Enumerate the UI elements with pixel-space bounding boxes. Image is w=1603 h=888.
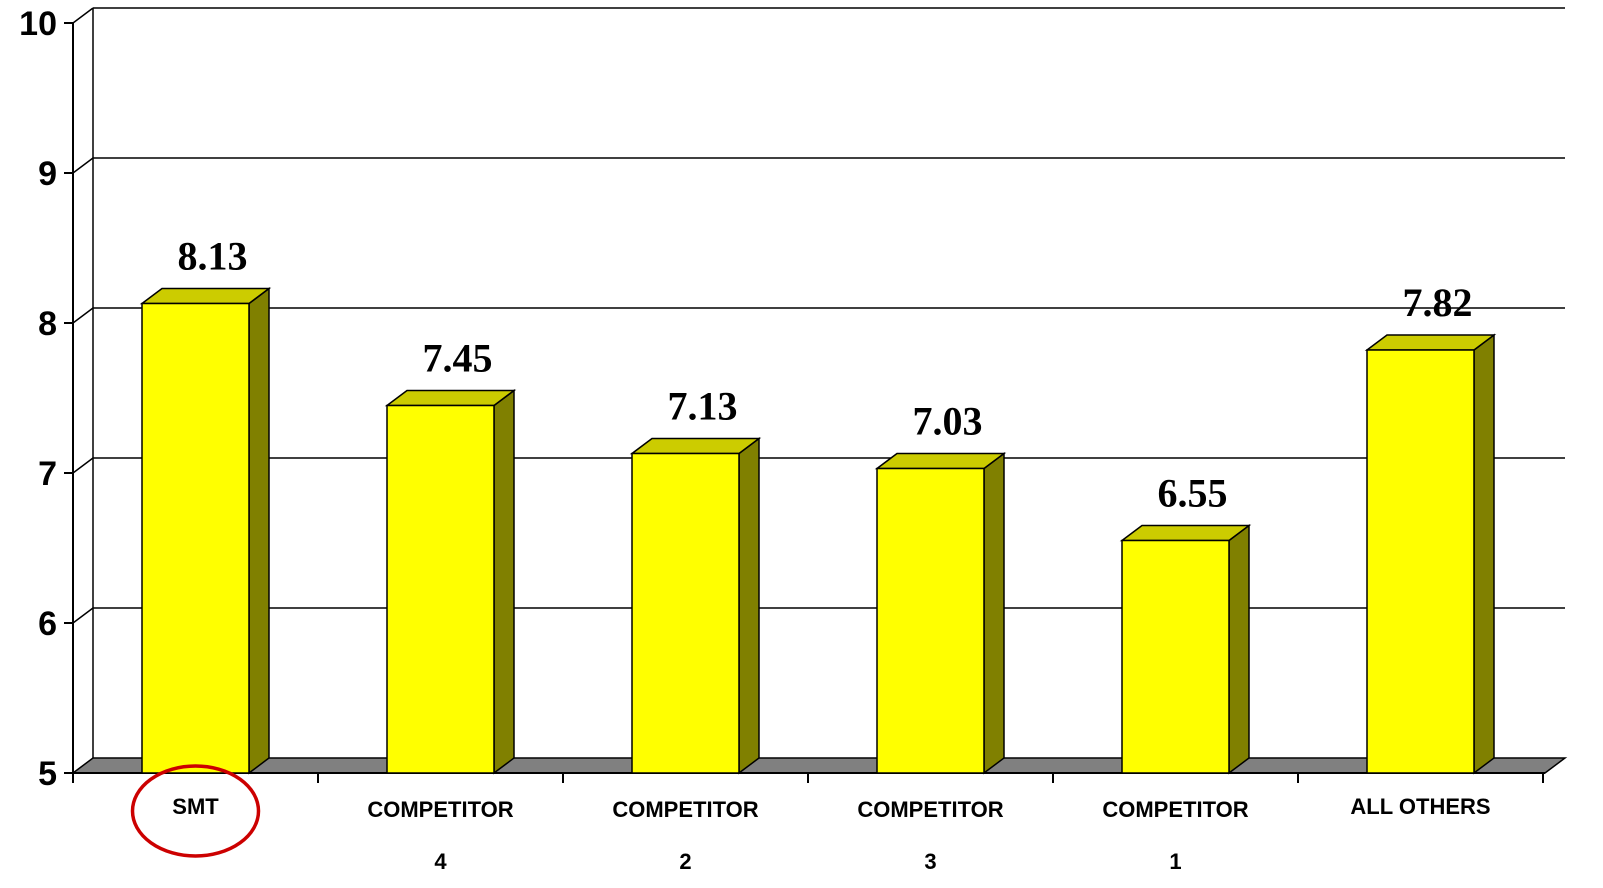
gridline-side [72, 7, 94, 24]
bar [386, 404, 495, 774]
bar-side [738, 437, 760, 775]
category-label: SMT [172, 794, 219, 819]
highlight-ring [130, 764, 261, 858]
bar-side [248, 287, 270, 775]
labels: 8.13 7.45 7.13 7.03 6.55 7.82 SMT COMPETITOR 4 CO… [130, 234, 1491, 874]
bar-top [1364, 334, 1497, 351]
bar-group [139, 287, 272, 775]
category-label: 4 [434, 849, 447, 874]
bar [141, 302, 250, 774]
category-label: ALL OTHERS [1350, 794, 1490, 819]
bar-group [874, 452, 1007, 775]
category-label: COMPETITOR [857, 797, 1003, 822]
data-label: 7.45 [423, 336, 493, 381]
y-tick-label: 5 [38, 755, 57, 793]
axes: 5 6 7 8 9 10 [19, 5, 1545, 793]
bar-top [874, 452, 1007, 470]
category-label: 3 [924, 849, 936, 874]
data-label: 8.13 [178, 234, 248, 279]
y-tick-label: 7 [38, 455, 57, 493]
gridline-side [72, 307, 94, 324]
bar-group [1119, 524, 1252, 775]
bar [1366, 349, 1475, 774]
y-tick-label: 10 [19, 5, 57, 43]
data-label: 7.82 [1403, 280, 1473, 325]
data-label: 7.13 [668, 384, 738, 429]
bar-group [384, 389, 517, 775]
category-label: COMPETITOR [612, 797, 758, 822]
bar-side [983, 452, 1005, 775]
y-tick-label: 9 [38, 155, 57, 193]
bar-side [1473, 333, 1495, 775]
bar-group [629, 437, 762, 775]
category-label: 1 [1169, 849, 1181, 874]
gridlines [70, 7, 1568, 774]
bars [139, 287, 1497, 775]
bar [876, 467, 985, 774]
bar-top [629, 437, 762, 455]
y-tick-label: 8 [38, 305, 57, 343]
data-label: 6.55 [1158, 471, 1228, 516]
y-tick-label: 6 [38, 605, 57, 643]
category-label: 2 [679, 849, 691, 874]
bar-group [1364, 333, 1497, 775]
chart-floor [70, 757, 1568, 774]
gridline-side [72, 607, 94, 624]
bar [631, 452, 740, 774]
category-label: COMPETITOR [367, 797, 513, 822]
gridline-side [72, 157, 94, 174]
bar-side [1228, 524, 1250, 775]
data-label: 7.03 [913, 399, 983, 444]
category-label: COMPETITOR [1102, 797, 1248, 822]
bar-top [1119, 524, 1252, 542]
bar-top [384, 389, 517, 407]
bar-side [493, 389, 515, 775]
bar-top [139, 287, 272, 305]
bar [1121, 539, 1230, 774]
gridline-side [72, 457, 94, 474]
